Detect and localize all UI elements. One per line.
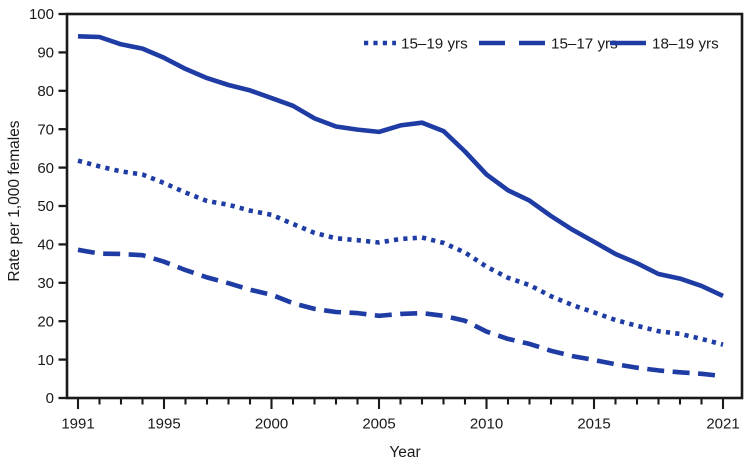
x-tick-label: 2000 — [255, 416, 288, 433]
series-line-15-17-yrs — [77, 247, 724, 379]
y-tick-label: 100 — [29, 6, 54, 23]
y-tick-label: 40 — [37, 237, 54, 254]
y-tick-label: 10 — [37, 352, 54, 369]
y-tick-label: 60 — [37, 160, 54, 177]
y-tick-label: 20 — [37, 313, 54, 330]
plot-frame — [65, 12, 744, 400]
y-tick-label: 0 — [46, 390, 54, 407]
x-axis-title: Year — [389, 444, 420, 461]
y-tick-label: 90 — [37, 45, 54, 62]
legend-label-15-17: 15–17 yrs — [551, 36, 618, 53]
y-tick-label: 70 — [37, 121, 54, 138]
legend-item-18-19: 18–19 yrs — [610, 36, 719, 53]
y-tick-label: 80 — [37, 83, 54, 100]
legend-label-15-19: 15–19 yrs — [401, 36, 468, 53]
axes: 0 10 20 30 40 50 60 70 80 90 100 1991 1995 2000 2005 20… — [29, 6, 740, 432]
legend-item-15-17: 15–17 yrs — [479, 36, 618, 53]
legend-item-15-19: 15–19 yrs — [364, 36, 468, 53]
x-tick-label: 2005 — [362, 416, 395, 433]
y-tick-label: 50 — [37, 198, 54, 215]
y-tick-label: 30 — [37, 275, 54, 292]
y-axis-title: Rate per 1,000 females — [6, 120, 23, 281]
x-tick-label: 2021 — [706, 416, 739, 433]
series-line-18-19-yrs — [77, 34, 724, 298]
series-line-15-19-yrs — [77, 158, 724, 347]
x-tick-label: 2015 — [577, 416, 610, 433]
x-tick-label: 2010 — [470, 416, 503, 433]
x-tick-label: 1991 — [61, 416, 94, 433]
legend: 15–19 yrs 15–17 yrs 18–19 yrs — [364, 36, 719, 53]
data-series — [77, 34, 724, 379]
x-tick-label: 1995 — [147, 416, 180, 433]
legend-label-18-19: 18–19 yrs — [652, 36, 719, 53]
